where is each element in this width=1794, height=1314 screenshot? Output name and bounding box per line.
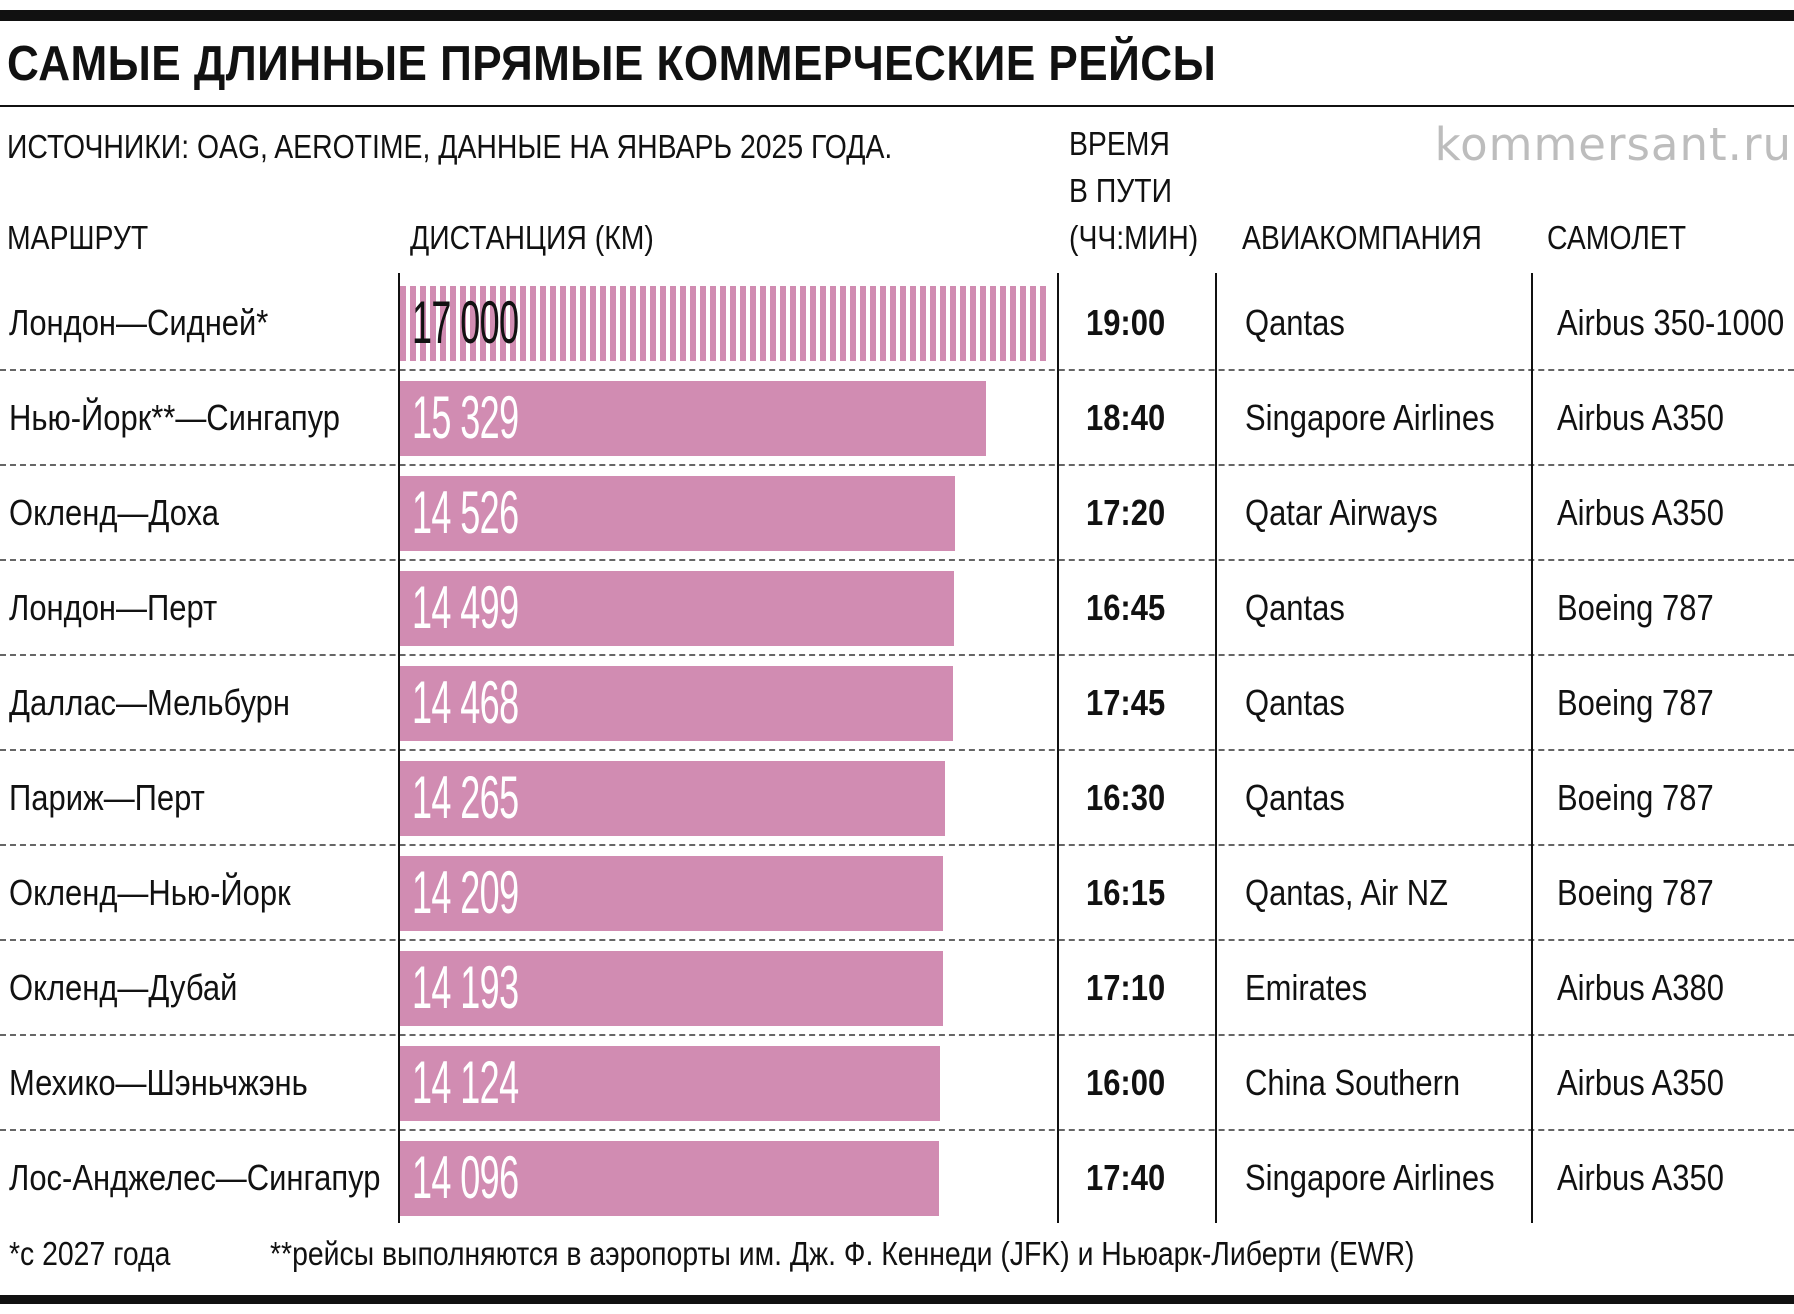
table-row: 14 468 Даллас—Мельбурн 17:45 Qantas Boeing 7… [0, 655, 1794, 750]
column-divider-aircraft [1531, 273, 1533, 1223]
row-separator [0, 1129, 1794, 1131]
distance-value-label: 14 468 [412, 669, 519, 736]
airline-cell: Qantas [1245, 587, 1345, 628]
distance-value-label: 14 526 [412, 479, 519, 546]
row-separator [0, 559, 1794, 561]
header-time-line3: (ЧЧ:МИН) [1069, 219, 1199, 256]
aircraft-cell: Airbus A350 [1557, 1157, 1724, 1198]
row-separator [0, 464, 1794, 466]
distance-value-label: 14 265 [412, 764, 519, 831]
brand-watermark: kommersant.ru [1434, 118, 1792, 171]
time-cell: 16:45 [1086, 587, 1166, 628]
row-separator [0, 749, 1794, 751]
column-divider-time [1057, 273, 1059, 1223]
airline-cell: Qatar Airways [1245, 492, 1438, 533]
column-divider-airline [1215, 273, 1217, 1223]
distance-bar [400, 856, 944, 931]
distance-bar [400, 951, 943, 1026]
aircraft-cell: Airbus A350 [1557, 492, 1724, 533]
table-row: 14 124 Мехико—Шэньчжэнь 16:00 China Souther… [0, 1035, 1794, 1130]
time-cell: 17:10 [1086, 967, 1166, 1008]
aircraft-cell: Boeing 787 [1557, 587, 1714, 628]
aircraft-cell: Airbus A350 [1557, 397, 1724, 438]
route-cell: Лондон—Перт [9, 587, 218, 628]
table-row: 14 265 Париж—Перт 16:30 Qantas Boeing 787 [0, 750, 1794, 845]
airline-cell: Qantas [1245, 777, 1345, 818]
airline-cell: Qantas [1245, 302, 1345, 343]
aircraft-cell: Airbus 350-1000 [1557, 302, 1785, 343]
route-cell: Лондон—Сидней* [9, 302, 269, 343]
table-row: 14 526 Окленд—Доха 17:20 Qatar Airways Airbu… [0, 465, 1794, 560]
aircraft-cell: Airbus A350 [1557, 1062, 1724, 1103]
table-row: 14 499 Лондон—Перт 16:45 Qantas Boeing 787 [0, 560, 1794, 655]
distance-value-label: 17 000 [412, 289, 519, 356]
table-row: 15 329 Нью-Йорк**—Сингапур 18:40 Singapore … [0, 370, 1794, 465]
route-cell: Нью-Йорк**—Сингапур [9, 397, 341, 438]
distance-bar [400, 381, 987, 456]
table-row: 14 193 Окленд—Дубай 17:10 Emirates Airbus A3… [0, 940, 1794, 1035]
distance-value-label: 14 096 [412, 1144, 519, 1211]
footnote-one: *с 2027 года [9, 1235, 171, 1272]
time-cell: 17:40 [1086, 1157, 1166, 1198]
airline-cell: Singapore Airlines [1245, 397, 1495, 438]
row-separator [0, 1034, 1794, 1036]
distance-value-label: 14 193 [412, 954, 519, 1021]
column-divider-distance [398, 273, 400, 1223]
table-row: 14 096 Лос-Анджелес—Сингапур 17:40 Singapor… [0, 1130, 1794, 1225]
distance-value-label: 14 499 [412, 574, 519, 641]
header-time-line2: В ПУТИ [1069, 172, 1172, 209]
bottom-rule [0, 1295, 1794, 1304]
time-cell: 18:40 [1086, 397, 1166, 438]
header-aircraft: САМОЛЕТ [1547, 219, 1687, 256]
distance-bar [400, 476, 956, 551]
aircraft-cell: Boeing 787 [1557, 872, 1714, 913]
route-cell: Лос-Анджелес—Сингапур [9, 1157, 381, 1198]
airline-cell: Qantas, Air NZ [1245, 872, 1449, 913]
route-cell: Даллас—Мельбурн [9, 682, 291, 723]
route-cell: Окленд—Дубай [9, 967, 238, 1008]
header-route: МАРШРУТ [7, 219, 149, 256]
row-separator [0, 939, 1794, 941]
row-separator [0, 369, 1794, 371]
route-cell: Окленд—Нью-Йорк [9, 872, 291, 913]
distance-value-label: 14 124 [412, 1049, 519, 1116]
header-distance: ДИСТАНЦИЯ (КМ) [410, 219, 654, 256]
header-airline: АВИАКОМПАНИЯ [1242, 219, 1482, 256]
row-separator [0, 654, 1794, 656]
distance-bar [400, 666, 954, 741]
time-cell: 16:00 [1086, 1062, 1166, 1103]
distance-bar [400, 761, 946, 836]
airline-cell: Qantas [1245, 682, 1345, 723]
header-time-line1: ВРЕМЯ [1069, 125, 1170, 162]
distance-value-label: 15 329 [412, 384, 519, 451]
footnote-two: **рейсы выполняются в аэропорты им. Дж. … [270, 1235, 1415, 1272]
top-rule [0, 10, 1794, 21]
chart-title: САМЫЕ ДЛИННЫЕ ПРЯМЫЕ КОММЕРЧЕСКИЕ РЕЙСЫ [7, 37, 1217, 91]
distance-bar [400, 286, 1050, 361]
title-rule [0, 105, 1794, 107]
distance-bar [400, 1046, 941, 1121]
time-cell: 17:45 [1086, 682, 1166, 723]
route-cell: Париж—Перт [9, 777, 205, 818]
airline-cell: Singapore Airlines [1245, 1157, 1495, 1198]
airline-cell: China Southern [1245, 1062, 1461, 1103]
distance-value-label: 14 209 [412, 859, 519, 926]
table-row: 17 000 Лондон—Сидней* 19:00 Qantas Airbus 35… [0, 275, 1794, 370]
route-cell: Мехико—Шэньчжэнь [9, 1062, 308, 1103]
aircraft-cell: Airbus A380 [1557, 967, 1724, 1008]
row-separator [0, 844, 1794, 846]
aircraft-cell: Boeing 787 [1557, 682, 1714, 723]
distance-bar [400, 1141, 939, 1216]
time-cell: 19:00 [1086, 302, 1166, 343]
time-cell: 16:15 [1086, 872, 1166, 913]
route-cell: Окленд—Доха [9, 492, 219, 533]
source-note: ИСТОЧНИКИ: OAG, AEROTIME, ДАННЫЕ НА ЯНВА… [7, 128, 893, 165]
aircraft-cell: Boeing 787 [1557, 777, 1714, 818]
table-row: 14 209 Окленд—Нью-Йорк 16:15 Qantas, Air NZ… [0, 845, 1794, 940]
distance-bar [400, 571, 955, 646]
time-cell: 17:20 [1086, 492, 1166, 533]
airline-cell: Emirates [1245, 967, 1368, 1008]
time-cell: 16:30 [1086, 777, 1166, 818]
